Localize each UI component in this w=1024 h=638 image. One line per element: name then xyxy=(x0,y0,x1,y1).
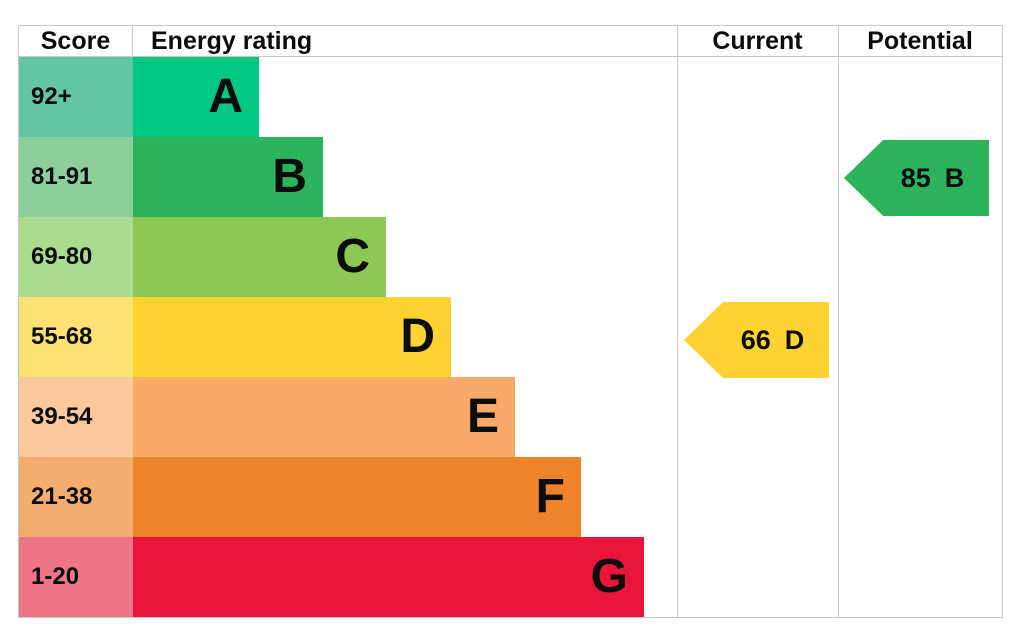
band-bar-g: G xyxy=(133,537,644,617)
score-range-g: 1-20 xyxy=(19,537,133,617)
band-bar-d: D xyxy=(133,297,451,377)
score-range-b: 81-91 xyxy=(19,137,133,217)
score-range-a: 92+ xyxy=(19,57,133,137)
band-letter-d: D xyxy=(400,310,435,363)
score-range-e: 39-54 xyxy=(19,377,133,457)
band-bar-f: F xyxy=(133,457,581,537)
band-bar-a: A xyxy=(133,57,259,137)
band-row-b: 81-91 B xyxy=(19,137,1002,217)
header-energy-rating: Energy rating xyxy=(133,26,677,57)
band-letter-c: C xyxy=(335,230,370,283)
header-potential: Potential xyxy=(838,26,1002,57)
band-bar-e: E xyxy=(133,377,515,457)
divider-potential-column xyxy=(838,26,839,617)
band-row-e: 39-54 E xyxy=(19,377,1002,457)
potential-rating-band: B xyxy=(944,162,965,193)
score-range-c: 69-80 xyxy=(19,217,133,297)
epc-table: Score Energy rating Current Potential 92… xyxy=(18,25,1003,618)
band-row-f: 21-38 F xyxy=(19,457,1002,537)
current-rating-band: D xyxy=(784,324,805,355)
potential-rating-value: 85 xyxy=(900,162,931,193)
band-letter-e: E xyxy=(466,390,499,443)
score-range-f: 21-38 xyxy=(19,457,133,537)
score-range-d: 55-68 xyxy=(19,297,133,377)
band-letter-b: B xyxy=(272,150,307,203)
header-score: Score xyxy=(19,26,133,57)
band-row-g: 1-20 G xyxy=(19,537,1002,617)
header-current: Current xyxy=(677,26,838,57)
band-bar-c: C xyxy=(133,217,386,297)
band-rows: 92+ A 81-91 B 69-80 C 55-68 D xyxy=(19,57,1002,617)
band-letter-a: A xyxy=(208,70,243,123)
band-row-c: 69-80 C xyxy=(19,217,1002,297)
band-letter-g: G xyxy=(590,550,628,603)
band-row-d: 55-68 D xyxy=(19,297,1002,377)
band-row-a: 92+ A xyxy=(19,57,1002,137)
divider-current-column xyxy=(677,26,678,617)
current-rating-value: 66 xyxy=(740,324,771,355)
band-bar-b: B xyxy=(133,137,323,217)
band-letter-f: F xyxy=(535,470,565,523)
